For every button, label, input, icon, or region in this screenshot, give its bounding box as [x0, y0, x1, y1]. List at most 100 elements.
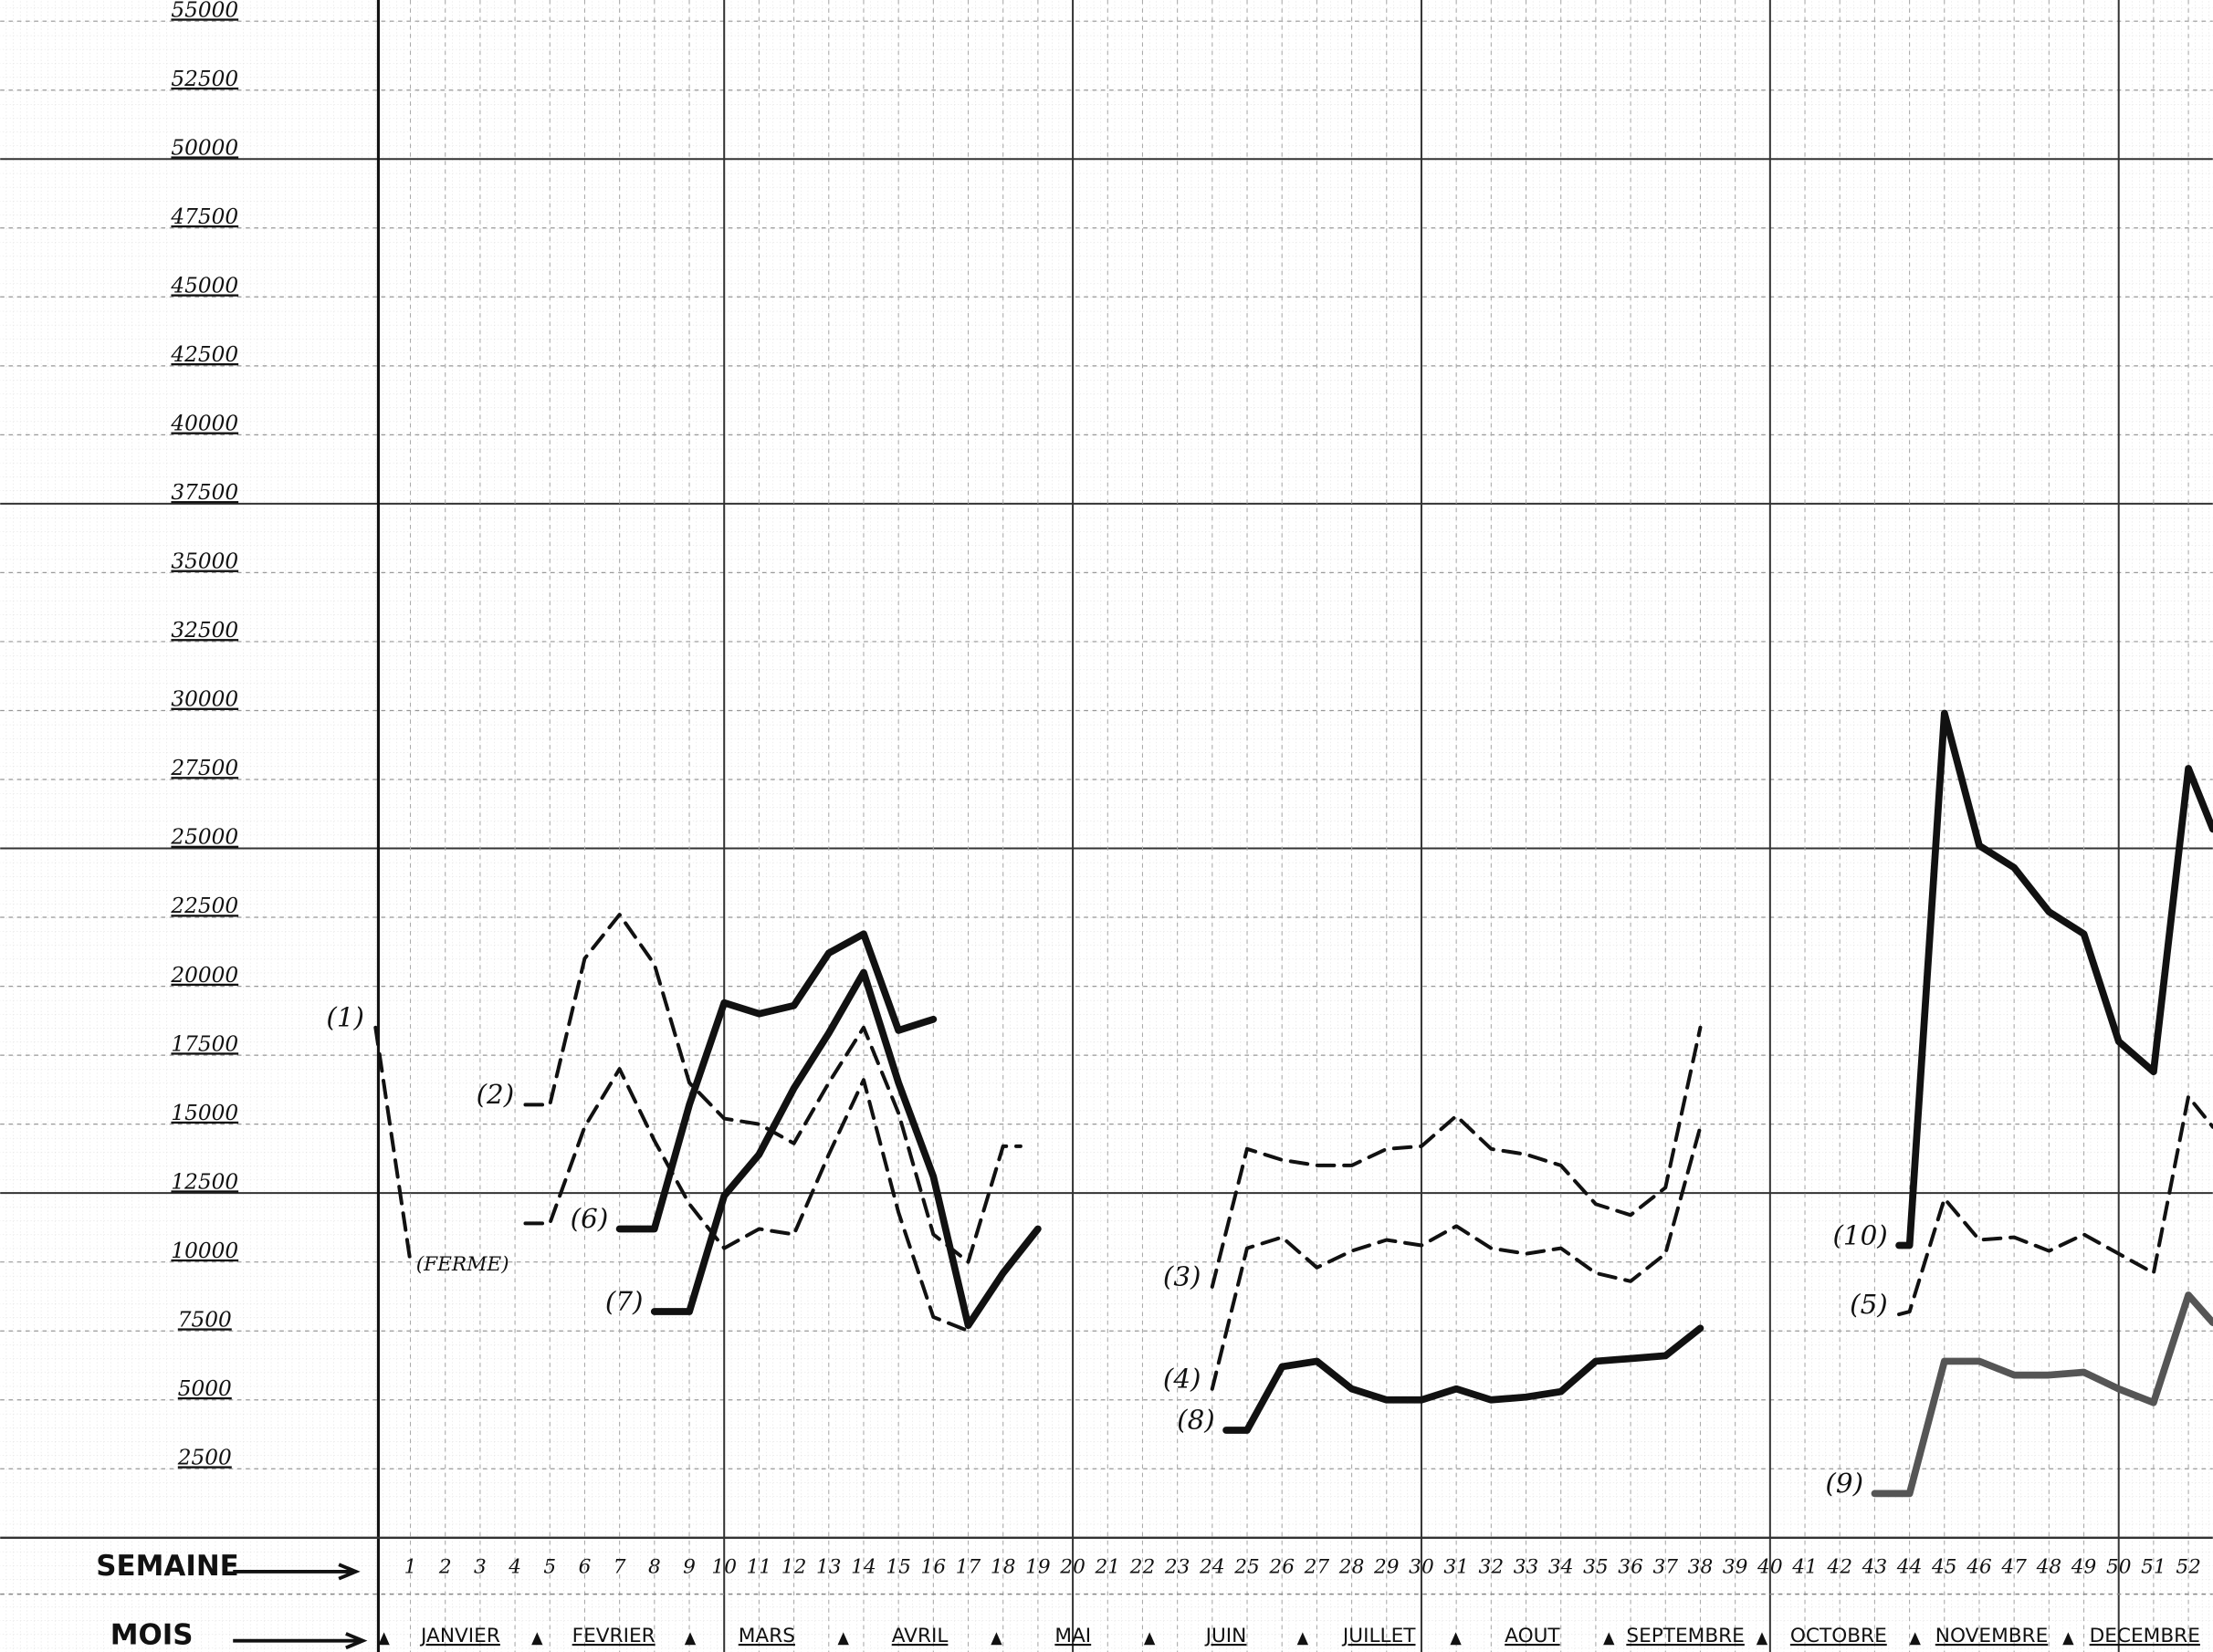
y-tick-label: 27500	[170, 756, 238, 780]
month-label: JUILLET	[1341, 1625, 1416, 1647]
series-label: (6)	[571, 1203, 609, 1234]
page: {"chart_data": { "type": "line", "ylim":…	[0, 0, 2213, 1652]
x-tick-label: 38	[1688, 1555, 1714, 1578]
x-tick-label: 7	[614, 1555, 626, 1578]
x-tick-label: 2	[438, 1555, 452, 1578]
series-label: (2)	[477, 1079, 515, 1110]
x-tick-label: 29	[1373, 1555, 1400, 1578]
y-tick-label: 25000	[170, 825, 238, 850]
y-tick-label: 12500	[171, 1169, 238, 1194]
x-tick-label: 8	[648, 1555, 661, 1578]
x-tick-label: 36	[1618, 1555, 1643, 1578]
x-tick-label: 30	[1409, 1555, 1434, 1578]
y-tick-label: 32500	[171, 618, 238, 643]
x-tick-label: 6	[579, 1555, 592, 1578]
series-label: (9)	[1825, 1468, 1863, 1499]
x-tick-label: 34	[1548, 1555, 1574, 1578]
x-tick-label: 46	[1966, 1555, 1992, 1578]
x-tick-label: 10	[711, 1555, 737, 1578]
y-tick-label: 10000	[171, 1239, 238, 1263]
x-tick-label: 15	[886, 1555, 911, 1578]
x-tick-label: 42	[1826, 1555, 1852, 1578]
x-tick-label: 12	[781, 1555, 807, 1578]
x-tick-label: 41	[1791, 1555, 1818, 1578]
x-tick-label: 22	[1129, 1555, 1156, 1578]
x-tick-label: 17	[956, 1555, 981, 1578]
month-label: MARS	[739, 1625, 795, 1647]
x-tick-label: 14	[851, 1555, 876, 1578]
y-tick-label: 55000	[171, 0, 238, 22]
x-tick-label: 48	[2036, 1555, 2062, 1578]
x-tick-label: 47	[2000, 1555, 2027, 1578]
month-label: DECEMBRE	[2090, 1625, 2200, 1647]
x-tick-label: 45	[1931, 1555, 1957, 1578]
x-tick-label: 9	[683, 1555, 696, 1578]
x-tick-label: 1	[404, 1555, 417, 1578]
x-tick-label: 49	[2071, 1555, 2097, 1578]
y-tick-label: 7500	[178, 1307, 232, 1332]
y-tick-label: 42500	[170, 342, 238, 367]
y-tick-label: 17500	[171, 1031, 238, 1056]
y-tick-label: 2500	[177, 1445, 232, 1469]
series-label: (3)	[1163, 1261, 1201, 1292]
x-tick-label: 25	[1233, 1555, 1260, 1578]
series-label: (7)	[605, 1286, 644, 1317]
y-tick-label: 40000	[170, 412, 238, 436]
y-tick-label: 45000	[170, 273, 238, 298]
x-tick-label: 20	[1059, 1555, 1086, 1578]
x-axis-label: SEMAINE	[96, 1550, 239, 1583]
x-tick-label: 39	[1723, 1555, 1748, 1578]
x-tick-label: 37	[1653, 1555, 1679, 1578]
y-tick-label: 47500	[170, 204, 238, 229]
x-tick-label: 33	[1514, 1555, 1539, 1578]
x-tick-label: 26	[1268, 1555, 1295, 1578]
series-label: (10)	[1832, 1219, 1887, 1250]
x-tick-label: 4	[508, 1555, 521, 1578]
x-tick-label: 31	[1443, 1555, 1469, 1578]
y-tick-label: 50000	[171, 135, 238, 160]
annotation: (FERME)	[416, 1253, 509, 1276]
y-tick-label: 52500	[171, 67, 238, 91]
y-tick-label: 15000	[171, 1101, 238, 1125]
chart: SEMAINE MOIS 250050007500100001250015000…	[0, 0, 2213, 1652]
y-tick-label: 5000	[178, 1376, 232, 1401]
x-tick-label: 50	[2106, 1555, 2132, 1578]
month-label: JUIN	[1204, 1625, 1247, 1647]
series-label: (4)	[1163, 1363, 1201, 1394]
y-tick-label: 22500	[170, 894, 238, 918]
series-label: (5)	[1850, 1289, 1888, 1320]
x-tick-label: 19	[1025, 1555, 1051, 1578]
x-tick-label: 21	[1095, 1555, 1121, 1578]
month-axis-label: MOIS	[110, 1618, 194, 1651]
x-tick-label: 23	[1164, 1555, 1190, 1578]
x-tick-label: 11	[747, 1555, 772, 1578]
month-label: AVRIL	[892, 1625, 949, 1647]
x-tick-label: 32	[1479, 1555, 1505, 1578]
x-tick-label: 24	[1199, 1555, 1225, 1578]
x-tick-label: 28	[1338, 1555, 1365, 1578]
x-tick-label: 35	[1583, 1555, 1609, 1578]
series-label: (8)	[1177, 1405, 1215, 1436]
x-tick-label: 18	[991, 1555, 1016, 1578]
x-tick-label: 52	[2176, 1555, 2201, 1578]
month-label: SEPTEMBRE	[1626, 1625, 1745, 1647]
y-tick-label: 30000	[171, 687, 238, 712]
month-label: JANVIER	[419, 1625, 500, 1647]
x-tick-label: 13	[816, 1555, 842, 1578]
y-tick-label: 35000	[171, 549, 238, 574]
x-tick-label: 3	[474, 1555, 487, 1578]
x-tick-label: 43	[1862, 1555, 1888, 1578]
month-label: NOVEMBRE	[1935, 1625, 2048, 1647]
y-tick-label: 37500	[171, 480, 238, 505]
month-label: AOUT	[1505, 1625, 1560, 1647]
x-tick-label: 16	[921, 1555, 947, 1578]
y-tick-label: 20000	[170, 963, 238, 988]
x-tick-label: 27	[1304, 1555, 1330, 1578]
month-label: OCTOBRE	[1790, 1625, 1887, 1647]
x-tick-label: 5	[543, 1555, 556, 1578]
minor-grid	[0, 0, 2213, 1652]
x-tick-label: 51	[2141, 1555, 2166, 1578]
month-label: FEVRIER	[572, 1625, 656, 1647]
month-label: MAI	[1054, 1625, 1091, 1647]
x-tick-label: 40	[1757, 1555, 1783, 1578]
